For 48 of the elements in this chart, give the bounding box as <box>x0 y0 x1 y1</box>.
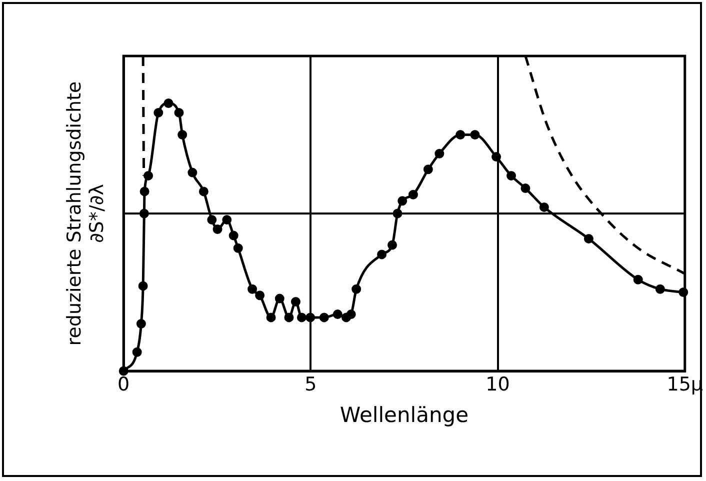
point <box>520 184 530 194</box>
point <box>136 319 146 328</box>
point <box>456 130 466 140</box>
point <box>633 274 643 284</box>
x-tick-label: 10 <box>486 373 510 396</box>
point <box>584 234 594 244</box>
point <box>198 186 208 196</box>
point <box>274 294 284 304</box>
point <box>470 130 480 140</box>
point <box>228 230 238 240</box>
point <box>319 312 329 322</box>
point <box>434 148 444 158</box>
point <box>506 170 516 180</box>
point <box>352 284 362 294</box>
point <box>346 310 356 320</box>
point <box>164 98 174 108</box>
point <box>306 312 316 322</box>
point <box>492 152 502 162</box>
x-tick-label: 0 <box>118 373 130 396</box>
point <box>144 170 154 180</box>
point <box>655 284 665 294</box>
point <box>233 243 243 253</box>
point <box>539 202 549 212</box>
point <box>248 284 258 294</box>
point <box>138 281 148 291</box>
point <box>140 186 150 196</box>
point <box>398 196 408 206</box>
point <box>188 168 198 178</box>
x-axis-title: Wellenlänge <box>340 402 469 427</box>
point <box>174 108 184 118</box>
x-tick-label: 5 <box>304 373 317 396</box>
point <box>207 215 217 225</box>
point <box>178 130 188 140</box>
point <box>255 290 265 300</box>
point <box>290 296 300 306</box>
point <box>332 310 342 320</box>
point <box>388 240 398 250</box>
point <box>222 215 232 225</box>
y-axis-title: reduzierte Strahlungsdichte ∂S*/∂λ <box>63 81 108 346</box>
point <box>284 312 294 322</box>
point <box>423 164 433 174</box>
point <box>154 108 164 118</box>
point <box>408 190 418 200</box>
point <box>266 312 276 322</box>
point <box>296 312 306 322</box>
point <box>377 250 387 260</box>
point <box>132 347 142 357</box>
point <box>212 224 222 234</box>
